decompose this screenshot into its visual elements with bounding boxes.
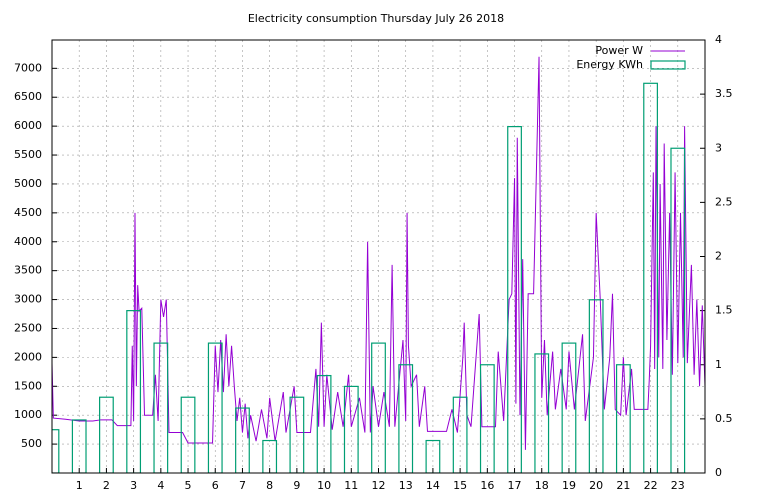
energy-bar — [452, 396, 468, 473]
x-tick-label: 6 — [212, 479, 219, 492]
x-tick-label: 19 — [562, 479, 576, 492]
y2-tick-label: 3.5 — [715, 87, 733, 100]
energy-bar — [561, 342, 577, 473]
y-tick-label: 2000 — [14, 350, 42, 363]
x-tick-label: 8 — [266, 479, 273, 492]
energy-bar — [207, 342, 223, 473]
y-tick-label: 5500 — [14, 148, 42, 161]
y-tick-label: 3000 — [14, 293, 42, 306]
energy-bar — [615, 364, 631, 473]
y-tick-label: 7000 — [14, 61, 42, 74]
legend-label: Energy KWh — [576, 58, 643, 71]
y2-tick-label: 3 — [715, 141, 722, 154]
x-tick-label: 9 — [293, 479, 300, 492]
energy-bar — [289, 396, 305, 473]
y2-tick-label: 1.5 — [715, 304, 733, 317]
x-tick-label: 18 — [535, 479, 549, 492]
energy-bar — [643, 82, 658, 473]
energy-bar — [99, 396, 114, 473]
y-tick-label: 500 — [21, 437, 42, 450]
energy-bar — [398, 364, 414, 473]
x-tick-label: 12 — [372, 479, 386, 492]
x-tick-label: 23 — [671, 479, 685, 492]
x-tick-label: 13 — [399, 479, 413, 492]
y-tick-label: 1000 — [14, 408, 42, 421]
y-tick-label: 4500 — [14, 206, 42, 219]
y-tick-label: 6500 — [14, 90, 42, 103]
energy-bar — [316, 374, 332, 473]
energy-bar — [371, 342, 386, 473]
energy-bar — [126, 310, 142, 473]
energy-bar — [153, 342, 169, 473]
plot-frame — [51, 39, 706, 474]
x-tick-label: 15 — [453, 479, 467, 492]
x-tick-label: 14 — [426, 479, 440, 492]
x-tick-label: 20 — [589, 479, 603, 492]
x-tick-label: 1 — [76, 479, 83, 492]
energy-bar — [670, 147, 686, 473]
x-tick-label: 4 — [157, 479, 164, 492]
x-tick-label: 7 — [239, 479, 246, 492]
energy-bar — [479, 364, 495, 473]
y-tick-label: 5000 — [14, 177, 42, 190]
x-tick-label: 17 — [508, 479, 522, 492]
plot-area — [52, 56, 705, 473]
y-tick-label: 3500 — [14, 264, 42, 277]
y2-tick-label: 4 — [715, 33, 722, 46]
power-line — [52, 56, 705, 450]
legend-swatch — [650, 60, 686, 70]
energy-bar — [180, 396, 196, 473]
y2-tick-label: 0 — [715, 466, 722, 479]
x-tick-label: 10 — [317, 479, 331, 492]
x-tick-label: 11 — [344, 479, 358, 492]
chart-title: Electricity consumption Thursday July 26… — [248, 12, 504, 25]
y-tick-label: 2500 — [14, 321, 42, 334]
x-tick-label: 16 — [480, 479, 494, 492]
y-tick-label: 6000 — [14, 119, 42, 132]
legend-label: Power W — [595, 44, 643, 57]
y2-tick-label: 2 — [715, 250, 722, 263]
y-tick-label: 1500 — [14, 379, 42, 392]
y-tick-label: 4000 — [14, 235, 42, 248]
x-tick-label: 2 — [103, 479, 110, 492]
y2-tick-label: 1 — [715, 358, 722, 371]
y2-tick-label: 2.5 — [715, 195, 733, 208]
x-tick-label: 21 — [616, 479, 630, 492]
x-tick-label: 3 — [130, 479, 137, 492]
y2-tick-label: 0.5 — [715, 412, 733, 425]
x-tick-label: 5 — [185, 479, 192, 492]
x-tick-label: 22 — [644, 479, 658, 492]
